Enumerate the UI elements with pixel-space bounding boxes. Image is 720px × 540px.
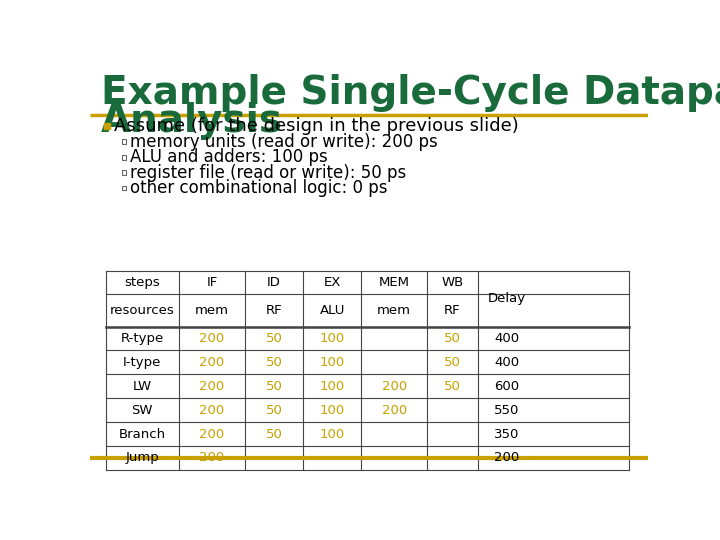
Text: EX: EX bbox=[323, 276, 341, 289]
Text: 50: 50 bbox=[266, 380, 282, 393]
Text: 50: 50 bbox=[266, 428, 282, 441]
Text: steps: steps bbox=[125, 276, 160, 289]
Text: LW: LW bbox=[132, 380, 152, 393]
Text: R-type: R-type bbox=[121, 332, 164, 345]
Text: 200: 200 bbox=[199, 451, 225, 464]
Bar bbox=[122, 155, 127, 159]
Text: 50: 50 bbox=[266, 356, 282, 369]
Text: RF: RF bbox=[266, 304, 282, 317]
Text: resources: resources bbox=[110, 304, 175, 317]
Text: 200: 200 bbox=[494, 451, 519, 464]
Text: WB: WB bbox=[441, 276, 464, 289]
Text: 400: 400 bbox=[494, 332, 519, 345]
Text: mem: mem bbox=[195, 304, 229, 317]
Text: mem: mem bbox=[377, 304, 411, 317]
Text: 200: 200 bbox=[199, 332, 225, 345]
Text: 50: 50 bbox=[444, 380, 461, 393]
Text: 200: 200 bbox=[199, 356, 225, 369]
Text: Assume (for the design in the previous slide): Assume (for the design in the previous s… bbox=[114, 117, 519, 136]
Text: 50: 50 bbox=[266, 403, 282, 417]
Text: 200: 200 bbox=[199, 428, 225, 441]
Text: register file (read or write): 50 ps: register file (read or write): 50 ps bbox=[130, 164, 407, 181]
Text: 350: 350 bbox=[494, 428, 519, 441]
Bar bbox=[104, 123, 110, 130]
Text: I-type: I-type bbox=[123, 356, 161, 369]
Text: 50: 50 bbox=[266, 332, 282, 345]
Text: 200: 200 bbox=[382, 403, 407, 417]
Text: 100: 100 bbox=[320, 403, 345, 417]
Text: Analysis: Analysis bbox=[101, 102, 283, 140]
Text: 200: 200 bbox=[199, 403, 225, 417]
Bar bbox=[122, 139, 127, 144]
Text: 550: 550 bbox=[494, 403, 519, 417]
Text: ALU and adders: 100 ps: ALU and adders: 100 ps bbox=[130, 148, 328, 166]
Text: 600: 600 bbox=[494, 380, 519, 393]
Text: 100: 100 bbox=[320, 380, 345, 393]
Text: 200: 200 bbox=[199, 380, 225, 393]
Text: Branch: Branch bbox=[119, 428, 166, 441]
Bar bbox=[122, 170, 127, 175]
Text: 100: 100 bbox=[320, 428, 345, 441]
Text: IF: IF bbox=[207, 276, 217, 289]
Text: 100: 100 bbox=[320, 356, 345, 369]
Text: 100: 100 bbox=[320, 332, 345, 345]
Text: 50: 50 bbox=[444, 332, 461, 345]
Text: other combinational logic: 0 ps: other combinational logic: 0 ps bbox=[130, 179, 388, 197]
Text: ID: ID bbox=[267, 276, 281, 289]
Text: Jump: Jump bbox=[125, 451, 159, 464]
Text: SW: SW bbox=[132, 403, 153, 417]
Text: 400: 400 bbox=[494, 356, 519, 369]
Text: Example Single-Cycle Datapath: Example Single-Cycle Datapath bbox=[101, 74, 720, 112]
Text: 200: 200 bbox=[382, 380, 407, 393]
Text: Delay: Delay bbox=[487, 292, 526, 306]
Text: ALU: ALU bbox=[320, 304, 345, 317]
Text: MEM: MEM bbox=[379, 276, 410, 289]
Bar bbox=[122, 186, 127, 190]
Text: memory units (read or write): 200 ps: memory units (read or write): 200 ps bbox=[130, 133, 438, 151]
Text: RF: RF bbox=[444, 304, 461, 317]
Text: 50: 50 bbox=[444, 356, 461, 369]
